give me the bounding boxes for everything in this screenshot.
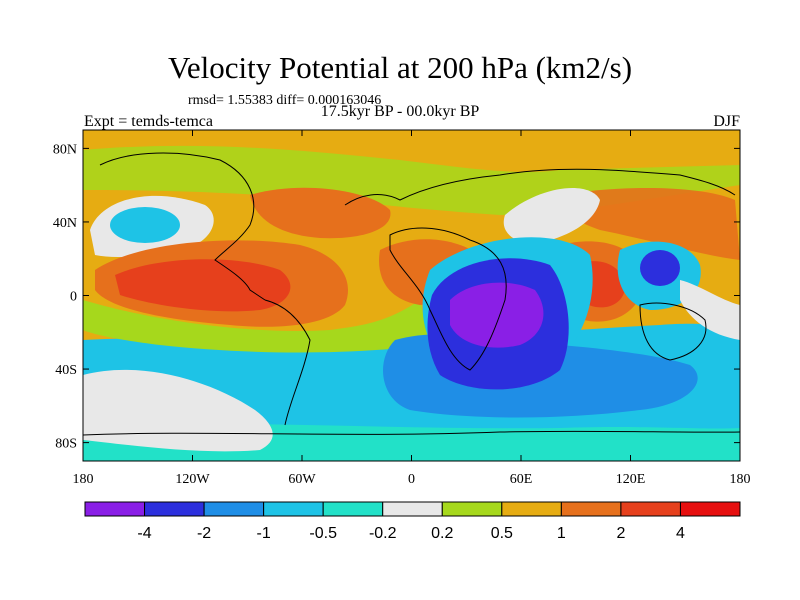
colorbar-swatch — [263, 501, 324, 517]
colorbar-swatch — [441, 501, 503, 517]
coast-africa — [389, 227, 507, 371]
lon-tick-label: 0 — [408, 472, 415, 487]
lat-tick-label: 80S — [55, 437, 77, 452]
colorbar-swatch — [560, 501, 622, 517]
field-spacific-white — [83, 369, 273, 452]
colorbar-swatch — [84, 501, 146, 517]
colorbar-level-label: -4 — [137, 525, 151, 542]
colorbar-level-label: 0.5 — [491, 525, 513, 542]
colorbar: -4 -2 -1 -0.5 -0.2 0.2 0.5 1 2 4 — [84, 501, 741, 542]
colorbar-swatch — [144, 501, 205, 517]
field-wpacific-low — [640, 250, 680, 286]
colorbar-swatch — [620, 501, 681, 517]
colorbar-level-label: 4 — [676, 525, 685, 542]
lat-tick-label: 0 — [70, 290, 77, 305]
colorbar-level-label: -0.2 — [369, 525, 397, 542]
lat-tick-label: 40S — [55, 363, 77, 378]
colorbar-swatch — [382, 501, 443, 517]
coast-south-america — [264, 299, 311, 426]
field-arabia-white — [503, 188, 600, 245]
field-dateline-white — [680, 280, 740, 340]
lon-tick-label: 180 — [730, 472, 751, 487]
field-natl-orange — [250, 187, 391, 239]
colorbar-level-label: 1 — [557, 525, 566, 542]
colorbar-swatch — [501, 501, 562, 517]
colorbar-level-label: -0.5 — [309, 525, 337, 542]
stats-subtitle: rmsd= 1.55383 diff= 0.000163046 — [188, 93, 382, 108]
contour-field — [83, 130, 740, 461]
colorbar-swatch — [203, 501, 265, 517]
season-label: DJF — [713, 113, 740, 130]
lon-tick-label: 180 — [73, 472, 94, 487]
colorbar-swatch — [679, 501, 741, 517]
colorbar-level-label: 0.2 — [431, 525, 453, 542]
colorbar-swatch — [322, 501, 384, 517]
longitude-axis: 180 120W 60W 0 60E 120E 180 — [73, 130, 751, 487]
colorbar-level-label: 2 — [616, 525, 625, 542]
lon-tick-label: 120W — [175, 472, 210, 487]
field-south-green — [83, 300, 430, 353]
field-tpacific-red — [115, 259, 291, 312]
coast-north-america — [99, 152, 266, 301]
lon-tick-label: 60W — [288, 472, 316, 487]
chart-title: Velocity Potential at 200 hPa (km2/s) — [167, 50, 633, 85]
coast-eurasia-north — [344, 168, 736, 206]
coast-australia — [639, 302, 707, 361]
latitude-axis: 80N 40N 0 40S 80S — [53, 142, 740, 452]
lon-tick-label: 120E — [616, 472, 646, 487]
coast-antarctica — [83, 430, 740, 436]
field-npacific-cyan — [110, 207, 180, 243]
lat-tick-label: 80N — [53, 142, 77, 157]
colorbar-level-label: -1 — [257, 525, 271, 542]
field-indian-purple — [450, 282, 544, 348]
experiment-label: Expt = temds-temca — [84, 113, 213, 130]
lon-tick-label: 60E — [510, 472, 533, 487]
colorbar-level-label: -2 — [197, 525, 211, 542]
lat-tick-label: 40N — [53, 216, 77, 231]
coastlines — [83, 152, 740, 436]
period-subtitle: 17.5kyr BP - 00.0kyr BP — [320, 103, 480, 120]
field-asia-orange — [559, 188, 740, 260]
